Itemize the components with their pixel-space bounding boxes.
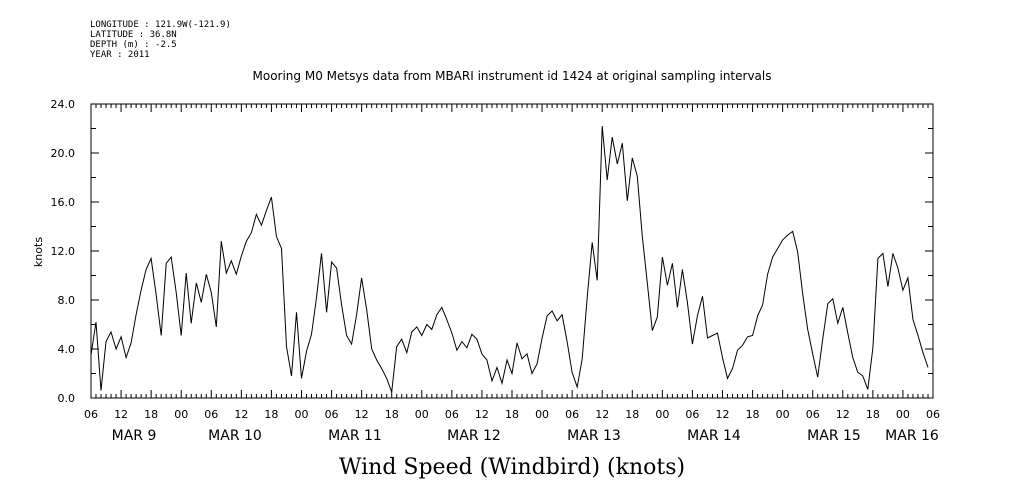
x-tick-label: 00 — [174, 408, 188, 421]
x-tick-label: 18 — [866, 408, 880, 421]
x-tick-label: 18 — [505, 408, 519, 421]
x-tick-label: 06 — [685, 408, 699, 421]
x-tick-label: 00 — [896, 408, 910, 421]
latitude-label: LATITUDE : 36.8N — [90, 30, 177, 40]
x-tick-label: 18 — [264, 408, 278, 421]
x-tick-label: 12 — [716, 408, 730, 421]
y-tick-label: 8.0 — [58, 294, 76, 307]
x-tick-label: 18 — [385, 408, 399, 421]
x-tick-label: 00 — [295, 408, 309, 421]
y-tick-label: 12.0 — [51, 245, 76, 258]
x-tick-label: 12 — [595, 408, 609, 421]
x-day-label: MAR 12 — [447, 428, 501, 444]
x-tick-label: 06 — [806, 408, 820, 421]
x-tick-label: 12 — [836, 408, 850, 421]
x-tick-label: 12 — [234, 408, 248, 421]
x-tick-label: 12 — [475, 408, 489, 421]
y-tick-label: 0.0 — [58, 392, 76, 405]
x-axis-title: Wind Speed (Windbird) (knots) — [339, 455, 685, 480]
x-tick-label: 00 — [415, 408, 429, 421]
x-axis: 06 12 18 00 06 12 18 00 06 12 18 00 06 12 18 00 06 12 18 00… — [84, 104, 940, 444]
y-tick-label: 24.0 — [51, 98, 76, 111]
x-tick-label: 00 — [535, 408, 549, 421]
y-tick-label: 4.0 — [58, 343, 76, 356]
depth-label: DEPTH (m) : -2.5 — [90, 40, 177, 50]
metadata-block: LONGITUDE : 121.9W(-121.9) LATITUDE : 36… — [90, 20, 231, 60]
x-tick-label: 18 — [144, 408, 158, 421]
x-day-label: MAR 13 — [567, 428, 621, 444]
series-line-wind-speed — [90, 126, 929, 393]
x-tick-label: 00 — [655, 408, 669, 421]
plot-frame — [90, 103, 934, 399]
x-tick-label: 12 — [114, 408, 128, 421]
x-tick-label: 18 — [625, 408, 639, 421]
x-day-label: MAR 14 — [687, 428, 741, 444]
chart-title: Mooring M0 Metsys data from MBARI instru… — [253, 69, 772, 83]
x-tick-label: 00 — [776, 408, 790, 421]
y-axis-label: knots — [32, 237, 45, 267]
x-day-label: MAR 10 — [208, 428, 262, 444]
year-label: YEAR : 2011 — [90, 50, 150, 60]
x-day-label: MAR 11 — [328, 428, 382, 444]
x-tick-label: 06 — [204, 408, 218, 421]
x-day-label: MAR 9 — [112, 428, 157, 444]
x-day-label: MAR 15 — [807, 428, 861, 444]
x-tick-label: 06 — [926, 408, 940, 421]
x-tick-label: 06 — [445, 408, 459, 421]
x-day-label: MAR 16 — [885, 428, 939, 444]
longitude-label: LONGITUDE : 121.9W(-121.9) — [90, 20, 231, 30]
y-tick-label: 16.0 — [51, 196, 76, 209]
x-tick-label: 06 — [565, 408, 579, 421]
series-group — [90, 126, 929, 393]
x-tick-label: 06 — [325, 408, 339, 421]
y-tick-label: 20.0 — [51, 147, 76, 160]
x-tick-label: 06 — [84, 408, 98, 421]
x-tick-label: 18 — [746, 408, 760, 421]
x-tick-label: 12 — [355, 408, 369, 421]
y-axis: 0.0 4.0 8.0 12.0 16.0 20.0 24.0 — [51, 98, 933, 405]
